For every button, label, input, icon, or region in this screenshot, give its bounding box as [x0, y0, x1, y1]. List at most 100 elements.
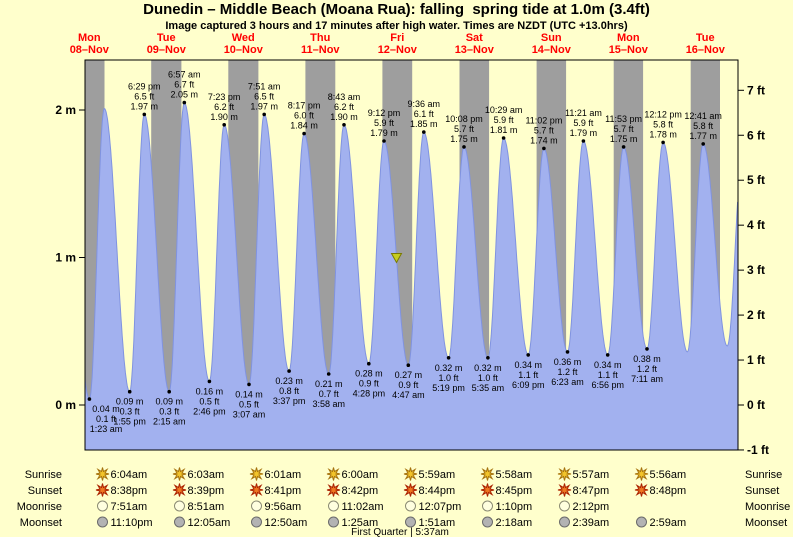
y-axis-label-right: 3 ft — [747, 263, 765, 277]
moonrise-icon — [97, 500, 108, 512]
high-tide-ft-label: 6.5 ft — [254, 91, 275, 101]
low-tide-dot — [645, 347, 649, 351]
low-tide-m-label: 0.32 m — [474, 363, 502, 373]
day-label-weekday: Tue — [696, 32, 715, 44]
low-tide-ft-label: 0.8 ft — [279, 386, 300, 396]
y-axis-label-right: 7 ft — [747, 83, 765, 97]
low-tide-time-label: 7:11 am — [631, 374, 663, 384]
high-tide-time-label: 10:29 am — [485, 105, 523, 115]
moonrise-time: 12:07pm — [419, 501, 462, 513]
low-tide-dot — [367, 361, 371, 366]
high-tide-m-label: 1.97 m — [250, 101, 278, 111]
day-label-date: 08–Nov — [70, 44, 110, 56]
low-tide-dot — [326, 372, 331, 376]
moonrise-icon — [174, 500, 185, 512]
low-tide-dot — [207, 379, 212, 384]
moon-phase-text: First Quarter | 5:37am — [351, 527, 449, 537]
day-label-weekday: Sun — [541, 32, 562, 44]
low-tide-ft-label: 1.1 ft — [598, 370, 619, 380]
low-tide-dot — [526, 353, 530, 357]
sunset-time: 8:42pm — [342, 485, 379, 497]
sunrise-time: 6:00am — [342, 469, 379, 481]
moonset-time: 1:25am — [342, 517, 379, 529]
day-label-date: 10–Nov — [224, 44, 264, 56]
high-tide-m-label: 1.79 m — [370, 128, 398, 138]
low-tide-dot — [486, 356, 490, 360]
moonset-icon — [174, 516, 185, 528]
moonrise-time: 9:56am — [265, 501, 302, 513]
low-tide-dot — [247, 382, 251, 387]
low-tide-m-label: 0.27 m — [395, 370, 423, 380]
high-tide-time-label: 12:41 am — [684, 111, 722, 121]
high-tide-dot — [462, 145, 466, 149]
moonset-time: 12:50am — [265, 517, 308, 529]
high-tide-m-label: 1.75 m — [450, 134, 478, 144]
sunrise-icon — [172, 467, 187, 481]
high-tide-time-label: 9:12 pm — [368, 108, 401, 118]
sunrise-time: 6:03am — [188, 469, 225, 481]
day-label-weekday: Fri — [390, 32, 404, 44]
y-axis-label-right: 4 ft — [747, 218, 765, 232]
sunset-time: 8:38pm — [111, 485, 148, 497]
low-tide-m-label: 0.34 m — [594, 360, 622, 370]
high-tide-m-label: 1.74 m — [530, 135, 558, 145]
moonset-time: 11:10pm — [111, 517, 153, 529]
sunset-time: 8:44pm — [419, 485, 456, 497]
low-tide-m-label: 0.28 m — [355, 369, 383, 379]
moonrise-time: 7:51am — [111, 501, 148, 513]
high-tide-ft-label: 6.7 ft — [174, 80, 195, 90]
low-tide-time-label: 5:35 am — [472, 383, 505, 393]
sunset-time: 8:41pm — [265, 485, 302, 497]
high-tide-time-label: 11:02 pm — [525, 115, 562, 125]
low-tide-m-label: 0.14 m — [235, 389, 263, 399]
high-tide-time-label: 7:51 am — [248, 81, 281, 91]
low-tide-dot — [127, 389, 132, 394]
high-tide-m-label: 1.79 m — [570, 128, 598, 138]
high-tide-ft-label: 6.5 ft — [134, 91, 155, 101]
low-tide-ft-label: 0.5 ft — [239, 399, 260, 409]
sunset-icon — [557, 483, 572, 497]
sunset-time: 8:47pm — [573, 485, 610, 497]
high-tide-m-label: 1.78 m — [649, 129, 677, 139]
low-tide-m-label: 0.09 m — [155, 397, 183, 407]
high-tide-dot — [621, 145, 626, 149]
row-label-moonset-right: Moonset — [745, 517, 787, 529]
row-label-sunrise-left: Sunrise — [25, 469, 62, 481]
day-label-date: 16–Nov — [686, 44, 726, 56]
sunset-time: 8:48pm — [650, 485, 687, 497]
high-tide-ft-label: 5.9 ft — [494, 115, 515, 125]
sunset-time: 8:39pm — [188, 485, 225, 497]
low-tide-m-label: 0.23 m — [275, 376, 303, 386]
high-tide-m-label: 1.90 m — [210, 112, 238, 122]
sunset-icon — [634, 483, 649, 497]
high-tide-ft-label: 5.7 ft — [534, 125, 555, 135]
high-tide-ft-label: 5.9 ft — [573, 118, 594, 128]
moonrise-icon — [405, 500, 416, 512]
moonset-icon — [636, 516, 647, 528]
day-label-date: 14–Nov — [532, 44, 572, 56]
low-tide-time-label: 1:55 pm — [113, 417, 146, 427]
high-tide-ft-label: 5.8 ft — [653, 119, 674, 129]
sunrise-icon — [249, 467, 264, 481]
high-tide-dot — [142, 112, 147, 117]
day-label-date: 11–Nov — [301, 44, 340, 56]
high-tide-m-label: 1.75 m — [610, 134, 638, 144]
moonrise-icon — [482, 500, 493, 512]
sunset-time: 8:45pm — [496, 485, 533, 497]
low-tide-m-label: 0.21 m — [315, 379, 343, 389]
chart-title: Dunedin – Middle Beach (Moana Rua): fall… — [143, 1, 650, 18]
low-tide-dot — [406, 363, 411, 368]
low-tide-ft-label: 1.0 ft — [439, 373, 460, 383]
low-tide-m-label: 0.36 m — [554, 357, 582, 367]
moonrise-icon — [251, 500, 262, 512]
y-axis-label-right: 2 ft — [747, 308, 765, 322]
sunrise-icon — [480, 467, 495, 481]
moonrise-time: 11:02am — [342, 501, 384, 513]
moonrise-time: 1:10pm — [496, 501, 533, 513]
low-tide-ft-label: 1.2 ft — [637, 364, 658, 374]
plot-border — [84, 59, 739, 451]
low-tide-time-label: 6:23 am — [551, 377, 584, 387]
low-tide-time-label: 3:58 am — [312, 399, 345, 409]
high-tide-m-label: 1.81 m — [490, 125, 518, 135]
